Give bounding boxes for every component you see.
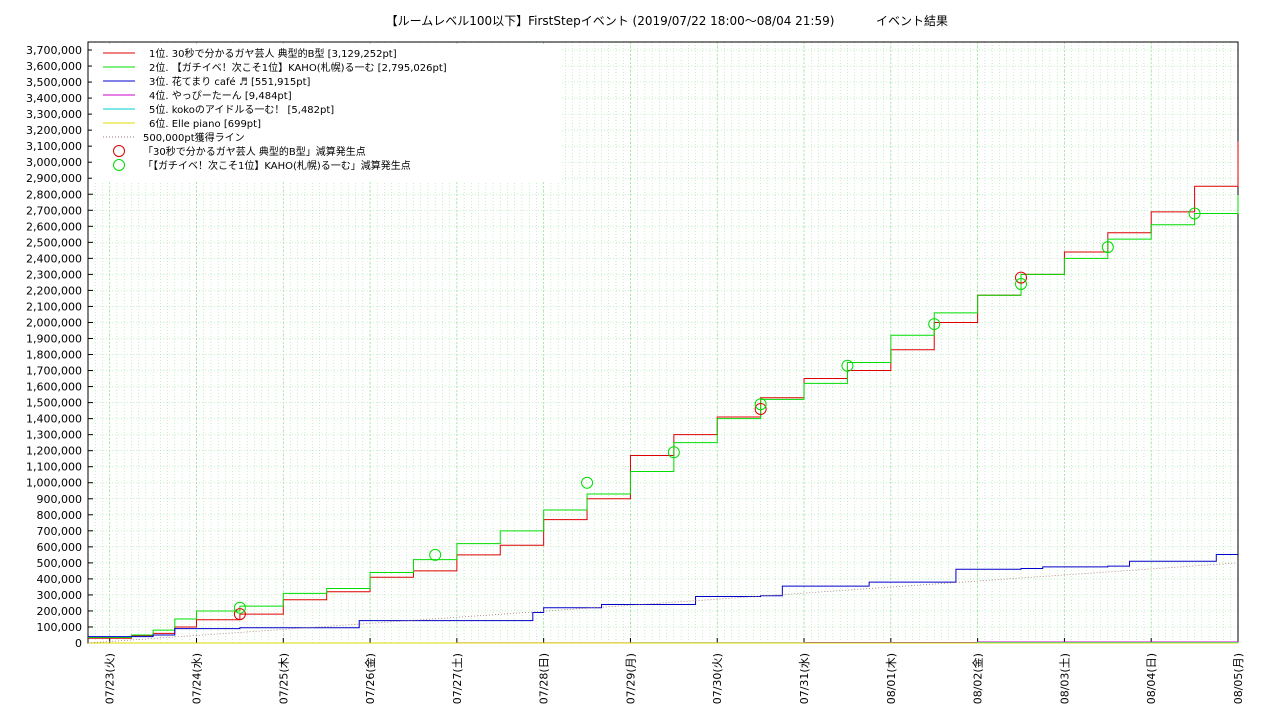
deduction-marker bbox=[581, 476, 594, 489]
x-tick-label: 08/03(土) bbox=[1058, 653, 1071, 704]
legend-label: 「30秒で分かるガヤ芸人 典型的B型」減算発生点 bbox=[143, 145, 366, 158]
legend-label: 500,000pt獲得ライン bbox=[143, 131, 245, 144]
x-tick-label: 07/24(水) bbox=[190, 653, 203, 704]
y-tick-label: 1,000,000 bbox=[26, 477, 82, 490]
x-tick-label: 08/01(木) bbox=[885, 653, 898, 704]
chart-title: 【ルームレベル100以下】FirstStepイベント (2019/07/22 1… bbox=[386, 14, 835, 28]
y-tick-label: 2,000,000 bbox=[26, 316, 82, 329]
legend-label: 3位. 花てまり café ♬ [551,915pt] bbox=[149, 75, 311, 88]
series-line bbox=[88, 141, 1239, 639]
legend-label: 4位. やっぴーたーん [9,484pt] bbox=[149, 89, 292, 102]
series-line bbox=[88, 195, 1239, 638]
deduction-marker bbox=[233, 608, 246, 621]
x-tick-label: 07/29(月) bbox=[624, 653, 637, 704]
y-tick-label: 2,200,000 bbox=[26, 284, 82, 297]
y-tick-label: 400,000 bbox=[37, 573, 83, 586]
y-tick-label: 3,500,000 bbox=[26, 76, 82, 89]
y-tick-label: 2,500,000 bbox=[26, 236, 82, 249]
x-tick-label: 08/02(金) bbox=[971, 653, 985, 704]
deduction-marker bbox=[429, 548, 442, 561]
y-tick-label: 1,700,000 bbox=[26, 365, 82, 378]
x-tick-label: 08/04(日) bbox=[1145, 653, 1158, 704]
legend-marker bbox=[113, 145, 125, 157]
deduction-marker bbox=[754, 403, 767, 416]
y-tick-label: 1,300,000 bbox=[26, 429, 82, 442]
y-tick-label: 3,100,000 bbox=[26, 140, 82, 153]
y-tick-label: 1,400,000 bbox=[26, 413, 82, 426]
legend-label: 2位. 【ガチイベ！次こそ1位】KAHO(札幌)る一む [2,795,026pt… bbox=[149, 61, 447, 74]
series-line bbox=[87, 562, 1239, 644]
y-tick-label: 2,600,000 bbox=[26, 220, 82, 233]
y-tick-label: 1,200,000 bbox=[26, 445, 82, 458]
deduction-marker bbox=[233, 601, 246, 614]
deduction-marker bbox=[1188, 207, 1201, 220]
deduction-marker bbox=[1101, 241, 1114, 254]
y-tick-label: 1,800,000 bbox=[26, 349, 82, 362]
legend-box bbox=[92, 45, 562, 181]
y-tick-label: 300,000 bbox=[37, 589, 83, 602]
y-tick-label: 700,000 bbox=[37, 525, 83, 538]
legend-label: 6位. Elle piano [699pt] bbox=[149, 117, 261, 130]
deduction-marker bbox=[1015, 278, 1028, 291]
legend-label: 「【ガチイベ！次こそ1位】KAHO(札幌)る一む」減算発生点 bbox=[143, 159, 411, 172]
y-tick-label: 3,600,000 bbox=[26, 60, 82, 73]
deduction-marker bbox=[1015, 271, 1028, 284]
x-tick-label: 07/25(木) bbox=[277, 653, 290, 704]
legend-label: 1位. 30秒で分かるガヤ芸人 典型的B型 [3,129,252pt] bbox=[149, 47, 397, 60]
y-tick-label: 1,600,000 bbox=[26, 381, 82, 394]
chart-subtitle: イベント結果 bbox=[876, 14, 948, 28]
y-tick-label: 2,800,000 bbox=[26, 188, 82, 201]
plot-area: 0 100,000 200,000 300,000 400,000 500,000 600,… bbox=[26, 41, 1245, 704]
deduction-marker bbox=[754, 398, 767, 411]
y-tick-label: 0 bbox=[75, 637, 82, 650]
y-tick-label: 800,000 bbox=[37, 509, 83, 522]
y-tick-label: 600,000 bbox=[37, 541, 83, 554]
deduction-marker bbox=[928, 318, 941, 331]
y-tick-label: 3,200,000 bbox=[26, 124, 82, 137]
x-tick-label: 07/27(土) bbox=[451, 653, 464, 704]
y-tick-label: 1,900,000 bbox=[26, 332, 82, 345]
y-tick-label: 3,700,000 bbox=[26, 44, 82, 57]
y-tick-label: 1,100,000 bbox=[26, 461, 82, 474]
y-tick-label: 900,000 bbox=[37, 493, 83, 506]
y-tick-label: 2,400,000 bbox=[26, 252, 82, 265]
y-tick-label: 3,300,000 bbox=[26, 108, 82, 121]
series-line bbox=[88, 554, 1238, 638]
x-tick-label: 07/30(火) bbox=[711, 653, 724, 704]
y-tick-label: 2,900,000 bbox=[26, 172, 82, 185]
y-tick-label: 2,100,000 bbox=[26, 300, 82, 313]
deduction-marker bbox=[841, 359, 854, 372]
deduction-marker bbox=[667, 446, 680, 459]
y-tick-label: 2,300,000 bbox=[26, 268, 82, 281]
y-tick-label: 3,000,000 bbox=[26, 156, 82, 169]
legend-label: 5位. kokoのアイドルる一む！ [5,482pt] bbox=[149, 103, 334, 116]
x-tick-label: 07/28(日) bbox=[538, 653, 551, 704]
y-tick-label: 200,000 bbox=[37, 605, 83, 618]
x-tick-label: 07/26(金) bbox=[363, 653, 377, 704]
x-tick-label: 07/23(火) bbox=[104, 653, 117, 704]
y-tick-label: 100,000 bbox=[37, 621, 83, 634]
legend-marker bbox=[113, 159, 125, 171]
x-tick-label: 07/31(水) bbox=[798, 653, 811, 704]
y-tick-label: 500,000 bbox=[37, 557, 83, 570]
y-tick-label: 3,400,000 bbox=[26, 92, 82, 105]
x-tick-label: 08/05(月) bbox=[1232, 653, 1245, 704]
y-tick-label: 2,700,000 bbox=[26, 204, 82, 217]
y-tick-label: 1,500,000 bbox=[26, 397, 82, 410]
